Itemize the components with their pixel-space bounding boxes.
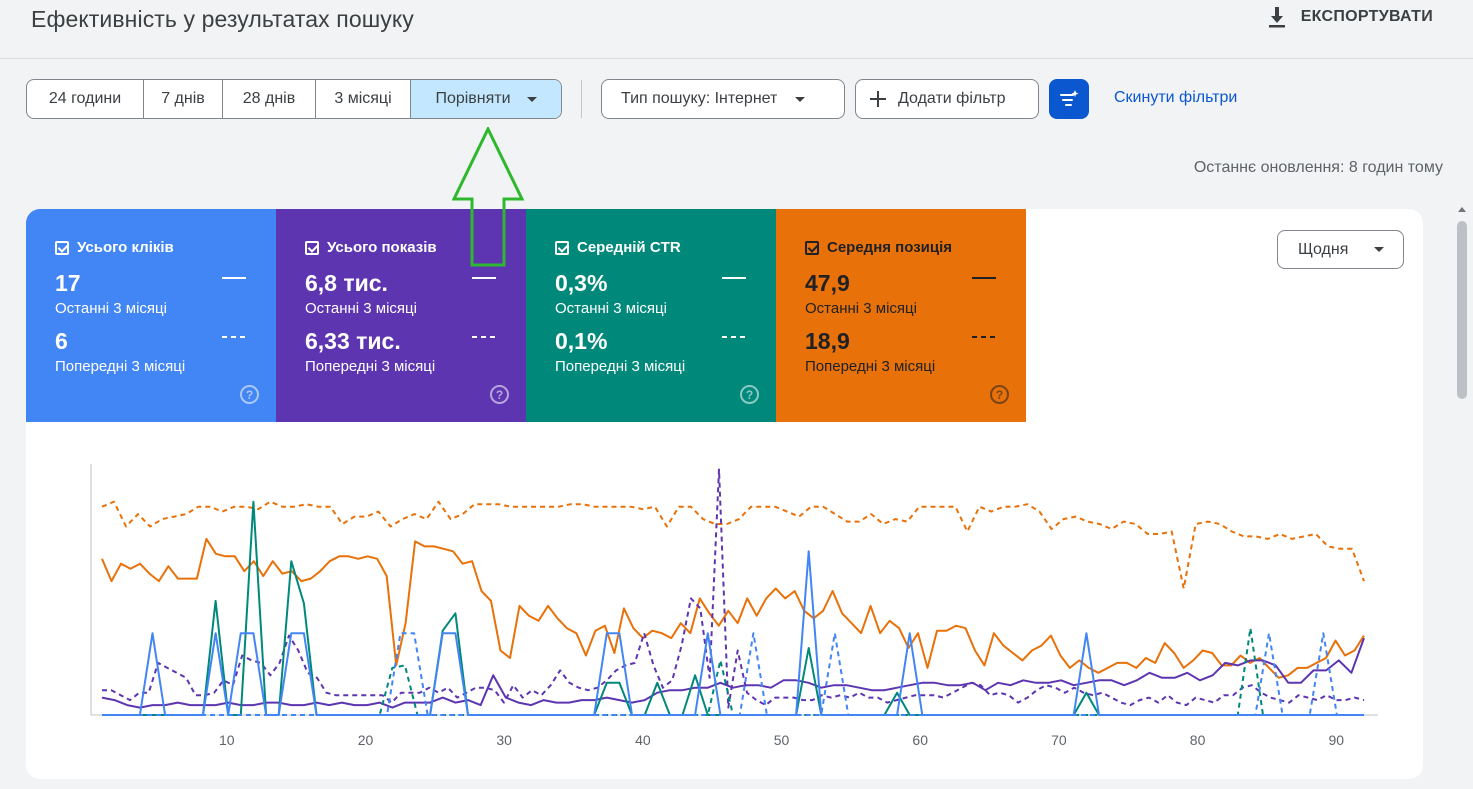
solid-line-legend-icon xyxy=(472,277,496,279)
granularity-select[interactable]: Щодня xyxy=(1277,230,1404,269)
x-tick-label: 80 xyxy=(1190,732,1206,748)
granularity-value: Щодня xyxy=(1298,240,1349,258)
solid-line-legend-icon xyxy=(722,277,746,279)
dashed-line-legend-icon xyxy=(722,336,746,338)
add-filter-button[interactable]: Додати фільтр xyxy=(855,79,1039,119)
filter-sparkle-icon xyxy=(1060,90,1079,106)
scrollbar-thumb[interactable] xyxy=(1457,221,1467,399)
scroll-up-arrow-icon[interactable] xyxy=(1458,207,1466,212)
metric-tile-position[interactable]: Середня позиція 47,9 Останні 3 місяці 18,9 П… xyxy=(776,209,1026,422)
reset-filters-link[interactable]: Скинути фільтри xyxy=(1114,89,1238,106)
metric-current-value: 6,8 тис. xyxy=(305,270,388,296)
solid-line-legend-icon xyxy=(972,277,996,279)
metric-header: Середній CTR xyxy=(555,239,681,256)
metric-header: Усього показів xyxy=(305,239,437,256)
date-range-label: 28 днів xyxy=(242,90,296,107)
metric-tile-impressions[interactable]: Усього показів 6,8 тис. Останні 3 місяці 6,… xyxy=(276,209,526,422)
metric-previous-period: Попередні 3 місяці xyxy=(55,358,186,375)
series-line-position-previous xyxy=(101,500,1365,590)
metric-previous-period: Попередні 3 місяці xyxy=(555,358,686,375)
filter-settings-button[interactable] xyxy=(1049,79,1089,119)
series-line-clicks-current xyxy=(102,550,1364,716)
download-icon xyxy=(1268,7,1285,28)
metric-previous-period: Попередні 3 місяці xyxy=(305,358,436,375)
metric-tile-ctr[interactable]: Середній CTR 0,3% Останні 3 місяці 0,1% Попе… xyxy=(526,209,776,422)
date-range-label: Порівняти xyxy=(435,90,511,107)
date-range-7d[interactable]: 7 днів xyxy=(144,80,223,118)
metric-tiles: Усього кліків 17 Останні 3 місяці 6 Попередн… xyxy=(26,209,1026,422)
checkbox-checked-icon[interactable] xyxy=(305,240,319,255)
date-range-selector: 24 години 7 днів 28 днів 3 місяці Порівн… xyxy=(26,79,562,119)
annotation-arrow xyxy=(452,127,525,267)
metric-previous-value: 6 xyxy=(55,328,68,354)
metric-label: Середній CTR xyxy=(577,239,681,256)
x-tick-label: 90 xyxy=(1328,732,1344,748)
help-icon[interactable]: ? xyxy=(490,385,509,404)
metric-tile-clicks[interactable]: Усього кліків 17 Останні 3 місяці 6 Попередн… xyxy=(26,209,276,422)
toolbar-divider xyxy=(581,80,582,118)
x-tick-label: 60 xyxy=(912,732,928,748)
x-tick-label: 10 xyxy=(219,732,235,748)
help-icon[interactable]: ? xyxy=(740,385,759,404)
export-button[interactable]: ЕКСПОРТУВАТИ xyxy=(1267,6,1433,28)
metric-previous-period: Попередні 3 місяці xyxy=(805,358,936,375)
metric-current-period: Останні 3 місяці xyxy=(305,300,417,317)
metric-label: Усього показів xyxy=(327,239,437,256)
date-range-3m[interactable]: 3 місяці xyxy=(316,80,411,118)
dropdown-caret-icon xyxy=(526,96,537,102)
search-type-label: Тип пошуку: Інтернет xyxy=(621,90,778,107)
metric-label: Середня позиція xyxy=(827,239,953,256)
page-title: Ефективність у результатах пошуку xyxy=(31,6,414,32)
metric-current-value: 17 xyxy=(55,270,81,296)
plus-icon xyxy=(870,91,886,107)
metric-current-value: 47,9 xyxy=(805,270,850,296)
metric-previous-value: 18,9 xyxy=(805,328,850,354)
page-scrollbar[interactable] xyxy=(1455,203,1469,789)
metric-current-period: Останні 3 місяці xyxy=(55,300,167,317)
add-filter-label: Додати фільтр xyxy=(898,90,1006,107)
x-tick-label: 40 xyxy=(635,732,651,748)
date-range-28d[interactable]: 28 днів xyxy=(223,80,316,118)
checkbox-checked-icon[interactable] xyxy=(555,240,569,255)
checkbox-checked-icon[interactable] xyxy=(805,240,819,255)
series-line-ctr-current xyxy=(102,500,1364,716)
series-line-impressions-current xyxy=(101,637,1365,709)
metric-current-period: Останні 3 місяці xyxy=(555,300,667,317)
x-tick-label: 70 xyxy=(1051,732,1067,748)
checkbox-checked-icon[interactable] xyxy=(55,240,69,255)
metric-header: Усього кліків xyxy=(55,239,174,256)
performance-chart: 10 20 30 40 50 60 70 80 90 xyxy=(90,464,1378,748)
dropdown-caret-icon xyxy=(795,96,806,102)
metric-previous-value: 6,33 тис. xyxy=(305,328,401,354)
date-range-label: 7 днів xyxy=(161,90,205,107)
metric-previous-value: 0,1% xyxy=(555,328,608,354)
date-range-label: 3 місяці xyxy=(334,90,392,107)
dropdown-caret-icon xyxy=(1374,247,1385,252)
series-line-impressions-previous xyxy=(102,468,1365,709)
series-line-clicks-previous xyxy=(102,632,1364,716)
performance-card: Усього кліків 17 Останні 3 місяці 6 Попередн… xyxy=(26,209,1423,779)
date-range-compare[interactable]: Порівняти xyxy=(411,80,561,118)
solid-line-legend-icon xyxy=(222,277,246,279)
search-type-filter[interactable]: Тип пошуку: Інтернет xyxy=(601,79,845,119)
x-tick-label: 30 xyxy=(496,732,512,748)
metric-current-period: Останні 3 місяці xyxy=(805,300,917,317)
x-tick-label: 50 xyxy=(774,732,790,748)
dashed-line-legend-icon xyxy=(972,336,996,338)
metric-label: Усього кліків xyxy=(77,239,174,256)
help-icon[interactable]: ? xyxy=(240,385,259,404)
dashed-line-legend-icon xyxy=(222,336,246,338)
date-range-24h[interactable]: 24 години xyxy=(27,80,144,118)
dashed-line-legend-icon xyxy=(472,336,496,338)
last-update-text: Останнє оновлення: 8 годин тому xyxy=(1193,159,1443,176)
date-range-label: 24 години xyxy=(48,90,122,107)
x-tick-label: 20 xyxy=(358,732,374,748)
header-divider xyxy=(0,58,1473,59)
help-icon[interactable]: ? xyxy=(990,385,1009,404)
metric-header: Середня позиція xyxy=(805,239,952,256)
export-label: ЕКСПОРТУВАТИ xyxy=(1300,8,1433,25)
series-line-ctr-previous xyxy=(102,627,1364,716)
metric-current-value: 0,3% xyxy=(555,270,608,296)
series-line-position-current xyxy=(101,537,1365,679)
